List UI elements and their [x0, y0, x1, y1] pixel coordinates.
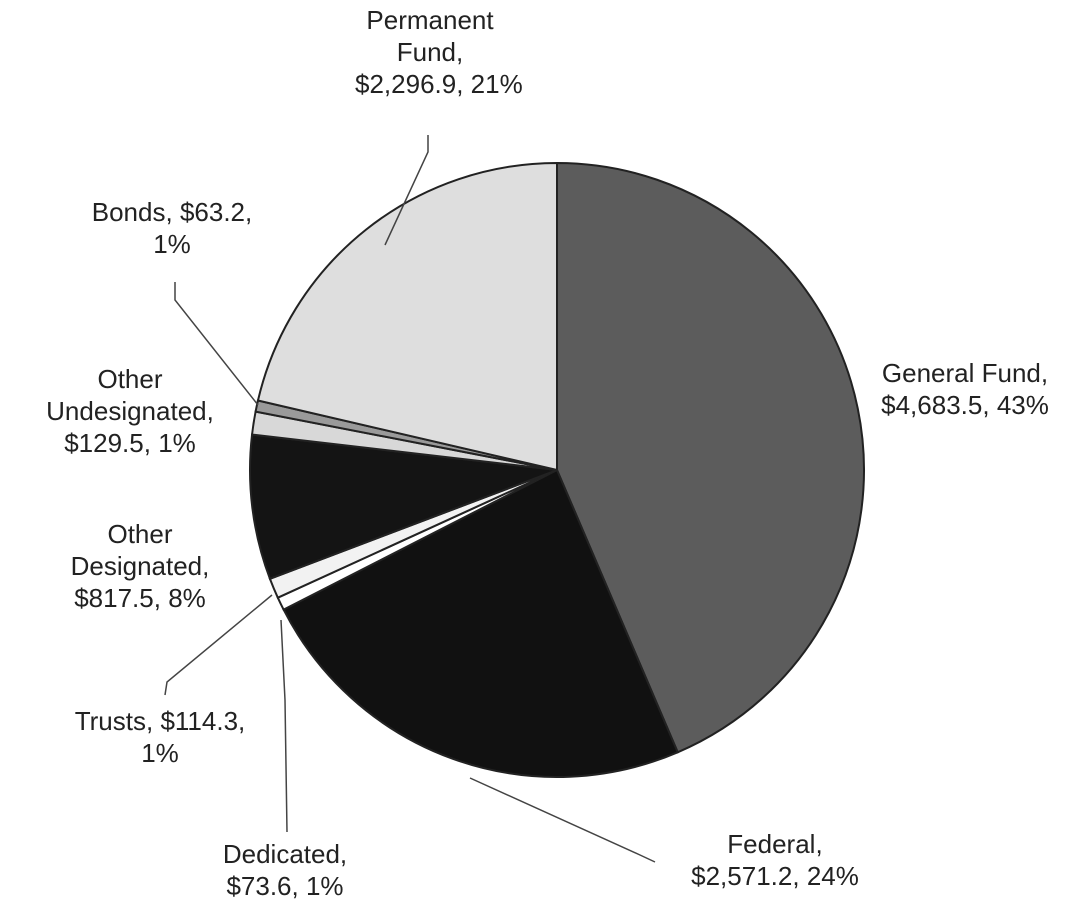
category-label: Permanent Fund,	[366, 5, 494, 67]
slice-label: Federal, $2,571.2, 24%	[660, 828, 890, 892]
value-label: $129.5,	[64, 428, 151, 458]
value-label: $817.5,	[74, 583, 161, 613]
pie-slice	[282, 468, 680, 778]
category-label: Trusts,	[74, 706, 154, 736]
value-line: $73.6, 1%	[226, 871, 343, 901]
percent-label: 1%	[158, 428, 196, 458]
value-line: $4,683.5, 43%	[881, 390, 1049, 420]
value-line: $2,296.9, 21%	[355, 69, 523, 99]
value-label: $63.2,	[179, 197, 253, 227]
value-label: $114.3,	[160, 706, 246, 736]
slice-label: Other Designated, $817.5, 8%	[60, 518, 220, 614]
value-line: Bonds, $63.2,	[92, 197, 252, 227]
percent-label: 1%	[141, 738, 179, 768]
percent-label: 24%	[806, 861, 859, 891]
leader-line	[384, 135, 429, 246]
pie-slice	[256, 161, 558, 472]
percent-label: 21%	[470, 69, 523, 99]
value-label: $4,683.5,	[881, 390, 990, 420]
value-line: $2,571.2, 24%	[691, 861, 859, 891]
slice-label: Other Undesignated, $129.5, 1%	[40, 363, 220, 459]
value-label: $73.6,	[226, 871, 299, 901]
leader-line	[469, 777, 656, 863]
value-line: Trusts, $114.3,	[75, 706, 246, 736]
slice-label: Bonds, $63.2, 1%	[57, 196, 287, 260]
slice-label: Trusts, $114.3, 1%	[45, 705, 275, 769]
category-label: Dedicated,	[222, 839, 348, 869]
leader-line	[280, 619, 288, 833]
pie-slice	[556, 161, 865, 754]
slice-label: Dedicated, $73.6, 1%	[185, 838, 385, 902]
leader-line	[164, 594, 273, 696]
percent-label: 1%	[153, 229, 191, 259]
category-label: Federal,	[727, 829, 823, 859]
value-label: $2,571.2,	[691, 861, 800, 891]
category-label: Bonds,	[91, 197, 173, 227]
slice-label: General Fund, $4,683.5, 43%	[850, 357, 1073, 421]
value-line: $129.5, 1%	[64, 428, 196, 458]
percent-label: 1%	[305, 871, 344, 901]
category-label: Other Undesignated,	[46, 364, 214, 426]
category-label: General Fund,	[881, 358, 1049, 388]
category-label: Other Designated,	[70, 519, 210, 581]
value-label: $2,296.9,	[355, 69, 464, 99]
leader-line	[174, 282, 259, 406]
pie-slice	[249, 433, 558, 581]
value-line: $817.5, 8%	[74, 583, 206, 613]
percent-label: 8%	[168, 583, 206, 613]
percent-label: 43%	[996, 390, 1049, 420]
slice-label: Permanent Fund, $2,296.9, 21%	[355, 4, 523, 100]
